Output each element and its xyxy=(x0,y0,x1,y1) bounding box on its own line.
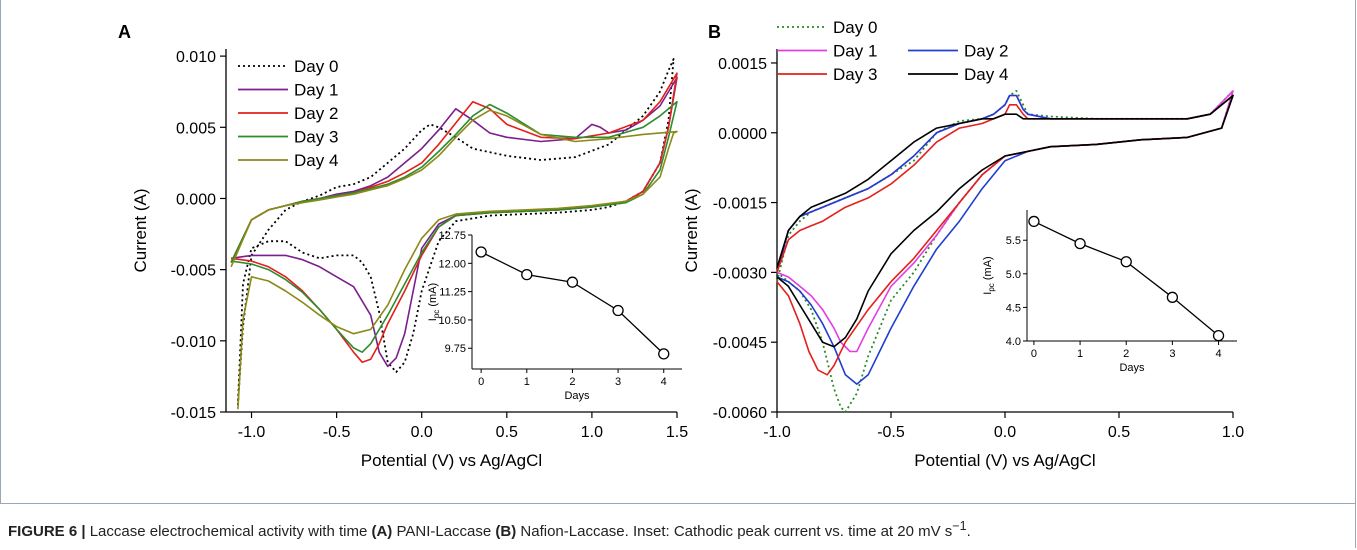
inset-y-tick-label: 12.00 xyxy=(438,258,466,270)
x-tick-label: 0.5 xyxy=(1108,424,1130,441)
inset-x-tick-label: 0 xyxy=(1031,348,1037,360)
inset-point xyxy=(658,348,670,360)
y-tick-label: -0.015 xyxy=(171,405,216,422)
legend-label: Day 2 xyxy=(294,104,338,123)
inset-point xyxy=(566,276,579,288)
x-tick-label: 1.0 xyxy=(581,424,603,441)
inset-y-tick-label: 4.5 xyxy=(1006,302,1021,314)
inset-y-tick-label: 9.75 xyxy=(445,343,466,355)
y-tick-label: -0.005 xyxy=(171,263,216,280)
y-tick-label: -0.0045 xyxy=(713,335,767,352)
inset-point xyxy=(475,246,487,258)
caption-text-1: Laccase electrochemical activity with ti… xyxy=(85,523,372,540)
legend-label: Day 1 xyxy=(294,81,338,100)
inset-x-tick-label: 2 xyxy=(1123,348,1129,360)
inset-x-axis-label: Days xyxy=(564,390,590,402)
inset-x-tick-label: 4 xyxy=(661,376,667,388)
y-tick-label: -0.010 xyxy=(171,334,216,351)
series-line-day-2 xyxy=(230,72,678,363)
x-tick-label: 0.0 xyxy=(411,424,433,441)
legend-label: Day 4 xyxy=(294,151,338,170)
y-tick-label: 0.0015 xyxy=(718,56,767,73)
caption-text-3: Nafion-Laccase. Inset: Cathodic peak cur… xyxy=(516,523,953,540)
inset-y-tick-label: 5.0 xyxy=(1006,269,1021,281)
x-tick-label: 1.5 xyxy=(666,424,688,441)
frame-right xyxy=(1355,0,1356,548)
x-tick-label: 1.0 xyxy=(1222,424,1244,441)
inset-point xyxy=(1120,256,1132,268)
panel-a: A -1.0 -0.5 0.0 0.5 1.0 1.5 0.010 0.005 0.000 -0.0… xyxy=(118,22,688,470)
inset-y-tick-label: 5.5 xyxy=(1006,235,1021,247)
inset-chart: 0 1 2 3 4 5.5 5.0 4.5 4.0 Days Ipc (mA) xyxy=(982,210,1237,374)
x-axis-label: Potential (V) vs Ag/AgCl xyxy=(914,451,1095,470)
y-tick-label: -0.0060 xyxy=(713,405,767,422)
inset-x-tick-label: 1 xyxy=(1077,348,1083,360)
inset-y-tick-label: 4.0 xyxy=(1006,336,1021,348)
inset-x-tick-label: 3 xyxy=(615,376,621,388)
y-tick-label: 0.0000 xyxy=(718,126,767,143)
legend-label: Day 0 xyxy=(833,18,877,37)
caption-sup: −1 xyxy=(952,519,967,533)
legend-label: Day 3 xyxy=(833,65,877,84)
y-axis-label: Current (A) xyxy=(131,188,150,272)
y-tick-label: 0.005 xyxy=(176,120,216,137)
y-tick-label: 0.010 xyxy=(176,49,216,66)
inset-y-tick-label: 10.50 xyxy=(438,315,466,327)
y-tick-label: -0.0030 xyxy=(713,265,767,282)
panel-label: A xyxy=(118,22,131,42)
inset-chart: 0 1 2 3 4 12.75 12.00 11.25 10.50 9.75 Days Ipc (mA… xyxy=(427,230,682,402)
x-tick-label: -0.5 xyxy=(323,424,351,441)
legend-label: Day 3 xyxy=(294,128,338,147)
series-line-day-4 xyxy=(230,109,678,410)
y-tick-label: -0.0015 xyxy=(713,196,767,213)
inset-y-axis-label: Ipc (mA) xyxy=(982,256,996,294)
inset-y-axis-label: Ipc (mA) xyxy=(427,283,441,321)
inset-point xyxy=(521,268,533,281)
legend-label: Day 4 xyxy=(964,65,1008,84)
y-tick-label: 0.000 xyxy=(176,191,216,208)
inset-line xyxy=(480,251,665,355)
inset-point xyxy=(1028,215,1040,228)
x-axis-label: Potential (V) vs Ag/AgCl xyxy=(361,451,542,470)
x-tick-label: -0.5 xyxy=(877,424,905,441)
caption-prefix: FIGURE 6 | xyxy=(8,523,86,540)
series-line-day-0 xyxy=(237,58,675,405)
series-line-day-4 xyxy=(776,94,1234,348)
caption-label-a: (A) xyxy=(371,523,393,540)
frame-left xyxy=(0,0,1,548)
panel-label: B xyxy=(708,22,721,42)
inset-point xyxy=(1074,237,1086,250)
caption-label-b: (B) xyxy=(495,523,517,540)
series-line-day-3 xyxy=(230,100,678,353)
x-tick-label: 0.5 xyxy=(496,424,518,441)
inset-line xyxy=(1033,220,1219,337)
y-axis-label: Current (A) xyxy=(682,188,701,272)
inset-x-tick-label: 4 xyxy=(1215,348,1221,360)
legend-label: Day 1 xyxy=(833,42,877,61)
figure-caption: FIGURE 6 | Laccase electrochemical activ… xyxy=(8,519,971,540)
inset-y-tick-label: 11.25 xyxy=(439,287,466,299)
x-tick-label: -1.0 xyxy=(763,424,791,441)
legend-label: Day 2 xyxy=(964,42,1008,61)
inset-x-tick-label: 1 xyxy=(524,376,530,388)
inset-x-axis-label: Days xyxy=(1119,362,1145,374)
caption-text-2: PANI-Laccase xyxy=(392,523,496,540)
inset-point xyxy=(1166,291,1179,303)
inset-x-tick-label: 3 xyxy=(1169,348,1175,360)
x-tick-label: 0.0 xyxy=(994,424,1016,441)
x-tick-label: -1.0 xyxy=(238,424,266,441)
inset-x-tick-label: 0 xyxy=(478,376,484,388)
inset-y-tick-label: 12.75 xyxy=(438,230,466,242)
caption-box xyxy=(0,503,1355,549)
inset-point xyxy=(1212,329,1225,342)
inset-x-tick-label: 2 xyxy=(569,376,575,388)
caption-end: . xyxy=(966,523,971,540)
inset-point xyxy=(612,304,624,317)
panel-b: B -1.0 -0.5 0.0 0.5 1.0 0.0015 0.0000 -0.0015 -0.… xyxy=(682,18,1244,470)
legend-label: Day 0 xyxy=(294,57,338,76)
